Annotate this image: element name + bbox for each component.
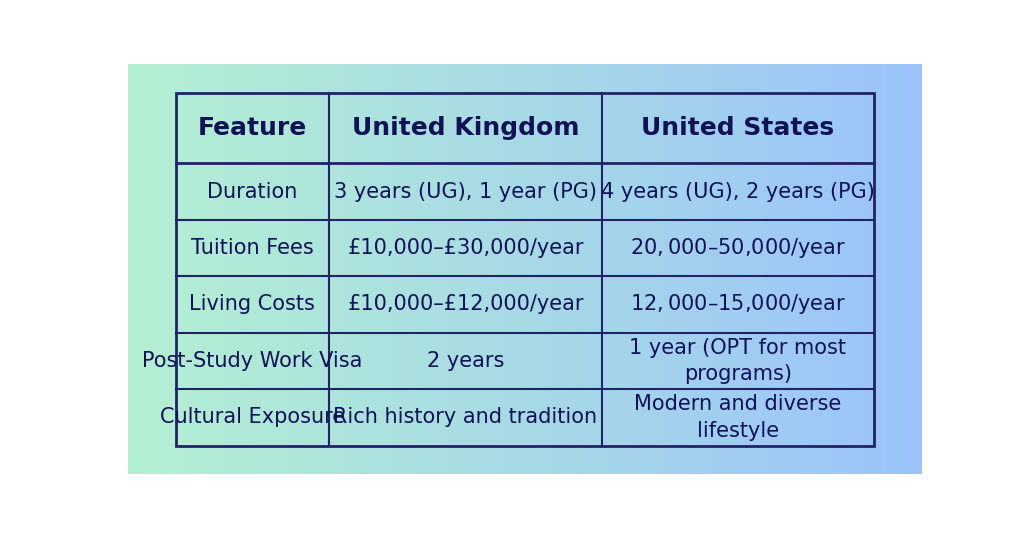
Text: Feature: Feature [198,116,307,140]
Text: 2 years: 2 years [427,351,504,371]
Text: 3 years (UG), 1 year (PG): 3 years (UG), 1 year (PG) [334,182,597,201]
Text: Tuition Fees: Tuition Fees [191,238,313,258]
Text: $20,000–$50,000/year: $20,000–$50,000/year [630,236,846,260]
Text: £10,000–£12,000/year: £10,000–£12,000/year [347,294,584,314]
Text: Duration: Duration [207,182,298,201]
Text: 4 years (UG), 2 years (PG): 4 years (UG), 2 years (PG) [601,182,874,201]
Text: Post-Study Work Visa: Post-Study Work Visa [142,351,362,371]
Text: United States: United States [641,116,835,140]
Text: Modern and diverse
lifestyle: Modern and diverse lifestyle [634,394,842,441]
Text: Rich history and tradition: Rich history and tradition [334,407,597,427]
Text: £10,000–£30,000/year: £10,000–£30,000/year [347,238,584,258]
Text: Living Costs: Living Costs [189,294,315,314]
Text: 1 year (OPT for most
programs): 1 year (OPT for most programs) [630,338,846,384]
Bar [176,93,873,446]
Text: United Kingdom: United Kingdom [351,116,580,140]
Text: $12,000–$15,000/year: $12,000–$15,000/year [630,293,846,317]
Text: Cultural Exposure: Cultural Exposure [160,407,345,427]
